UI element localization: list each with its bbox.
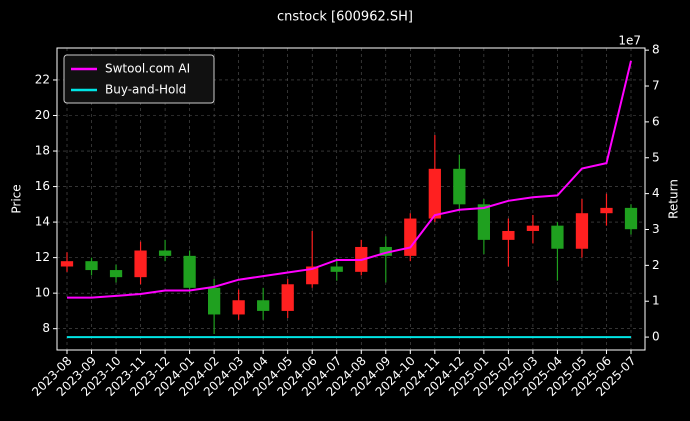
- y-tick-label: 22: [35, 72, 50, 86]
- series-line: [67, 60, 632, 299]
- candle-body: [477, 204, 490, 240]
- y2-axis-label: Return: [667, 179, 681, 219]
- candle-body: [526, 225, 540, 231]
- chart-title: cnstock [600962.SH]: [277, 10, 413, 25]
- candle-body: [575, 213, 589, 249]
- candle-body: [404, 218, 417, 256]
- legend-box: [63, 54, 215, 104]
- candle-body: [208, 287, 221, 315]
- candle-body: [257, 300, 270, 311]
- y-tick-label: 10: [35, 286, 50, 300]
- legend: Swtool.com AI Buy-and-Hold: [63, 54, 215, 104]
- y-tick-label: 12: [35, 250, 50, 264]
- candle-body: [428, 168, 441, 219]
- y2-tick-label: 1: [652, 294, 660, 308]
- y2-offset-label: 1e7: [618, 34, 641, 48]
- legend-label: Buy-and-Hold: [105, 83, 186, 97]
- candle-body: [183, 255, 196, 288]
- y2-tick-label: 4: [652, 186, 660, 200]
- y-tick-label: 20: [35, 108, 50, 122]
- candle-body: [109, 270, 123, 278]
- y-tick-label: 8: [42, 321, 50, 335]
- y2-tick-label: 3: [652, 222, 660, 236]
- y2-tick-label: 6: [652, 114, 660, 128]
- candle-body: [158, 250, 172, 256]
- candle-body: [60, 261, 74, 267]
- candle-body: [232, 300, 245, 315]
- y2-tick-label: 7: [652, 79, 660, 93]
- y-tick-label: 18: [35, 144, 50, 158]
- candle-body: [600, 207, 613, 214]
- candle-body: [281, 284, 294, 311]
- y-tick-label: 16: [35, 179, 50, 193]
- y2-tick-label: 8: [652, 43, 660, 57]
- candle-body: [453, 168, 466, 205]
- y2-tick-label: 0: [652, 330, 660, 344]
- plot-frame: [56, 47, 646, 351]
- candle-body: [134, 250, 147, 278]
- y-axis-label: Price: [10, 184, 24, 213]
- y2-tick-label: 2: [652, 258, 660, 272]
- candle-body: [379, 246, 392, 256]
- candle-body: [624, 207, 638, 230]
- candle-body: [330, 266, 343, 272]
- y2-tick-label: 5: [652, 150, 660, 164]
- y-tick-label: 14: [35, 215, 50, 229]
- candle-body: [502, 230, 515, 240]
- candle-body: [306, 266, 319, 285]
- candle-body: [551, 225, 564, 249]
- legend-label: Swtool.com AI: [105, 62, 190, 76]
- candle-body: [85, 261, 98, 271]
